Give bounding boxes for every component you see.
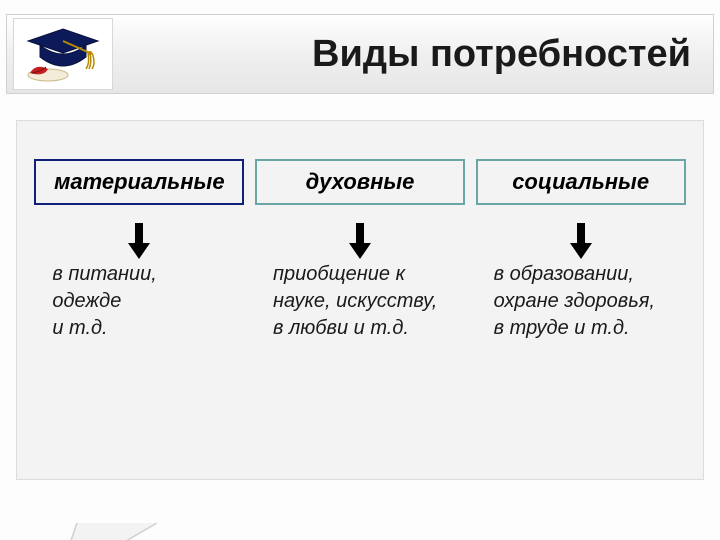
- arrow-down-icon: [355, 223, 365, 257]
- columns: материальные в питании,одеждеи т.д. духо…: [17, 159, 703, 342]
- col-spiritual: духовные приобщение к науке, искусству,в…: [255, 159, 465, 342]
- arrow-down-icon: [576, 223, 586, 257]
- desc-spiritual: приобщение к науке, искусству,в любви и …: [255, 257, 465, 342]
- desc-social: в образовании, охране здоровья,в труде и…: [476, 257, 686, 342]
- desc-material: в питании,одеждеи т.д.: [34, 257, 244, 342]
- category-box-spiritual: духовные: [255, 159, 465, 205]
- col-material: материальные в питании,одеждеи т.д.: [34, 159, 244, 342]
- graduation-cap-icon: [20, 23, 106, 85]
- header-bar: Виды потребностей: [6, 14, 714, 94]
- arrow-down-icon: [134, 223, 144, 257]
- logo-box: [13, 18, 113, 90]
- content-panel: материальные в питании,одеждеи т.д. духо…: [16, 120, 704, 480]
- slide-title: Виды потребностей: [113, 33, 713, 76]
- slide-root: Виды потребностей материальные в питании…: [0, 0, 720, 540]
- col-social: социальные в образовании, охране здоровь…: [476, 159, 686, 342]
- category-box-social: социальные: [476, 159, 686, 205]
- category-box-material: материальные: [34, 159, 244, 205]
